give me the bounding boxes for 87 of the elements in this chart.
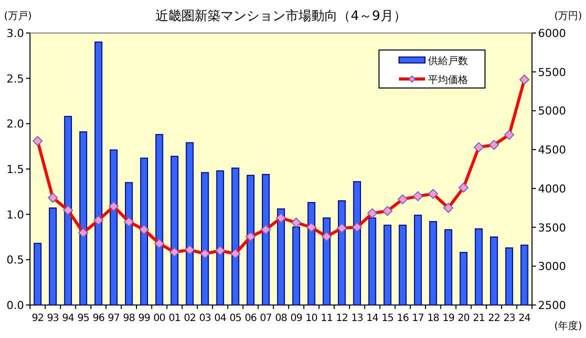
y2-tick-label: 2500 <box>538 299 566 312</box>
bar <box>48 207 57 306</box>
x-tick-label: 02 <box>184 313 196 324</box>
legend-label: 平均価格 <box>428 74 468 86</box>
x-tick-label: 97 <box>108 313 120 324</box>
x-tick-label: 22 <box>488 313 500 324</box>
xlabel: (年度) <box>554 321 582 332</box>
y-tick-label: 0.0 <box>6 299 24 312</box>
bar <box>94 42 102 306</box>
x-tick-label: 20 <box>458 313 470 324</box>
bar <box>110 149 118 306</box>
x-tick-label: 12 <box>336 313 348 324</box>
bar <box>353 181 361 306</box>
y2label: (万円) <box>554 11 582 22</box>
legend-label: 供給戸数 <box>428 55 468 67</box>
y2-tick-label: 3500 <box>538 221 566 234</box>
y2-tick-label: 4000 <box>538 182 566 196</box>
bar <box>368 217 376 306</box>
x-tick-label: 96 <box>92 313 104 324</box>
x-tick-label: 17 <box>412 313 424 324</box>
bar <box>262 174 270 306</box>
ylabel: (万戸) <box>4 11 32 22</box>
bar <box>277 208 285 306</box>
x-tick-label: 03 <box>199 313 211 324</box>
x-tick-label: 14 <box>366 313 378 324</box>
x-tick-label: 21 <box>472 313 485 324</box>
x-tick-label: 00 <box>153 313 166 324</box>
x-tick-label: 92 <box>32 313 44 324</box>
x-tick-label: 11 <box>320 313 333 324</box>
x-tick-label: 99 <box>138 313 150 324</box>
bar <box>474 228 483 306</box>
bar <box>155 134 164 306</box>
bar <box>444 229 452 306</box>
y-tick-label: 2.5 <box>6 72 24 86</box>
bar <box>398 224 407 306</box>
bar <box>231 168 240 306</box>
y-tick-label: 1.0 <box>6 208 24 222</box>
bar <box>520 244 528 306</box>
x-tick-label: 07 <box>260 313 272 324</box>
bar <box>216 170 224 306</box>
x-tick-label: 94 <box>62 313 74 324</box>
bar <box>384 224 392 306</box>
y2-tick-label: 5500 <box>538 66 566 79</box>
bar <box>505 247 514 306</box>
x-tick-label: 05 <box>229 313 242 324</box>
bar <box>201 172 209 306</box>
x-tick-label: 15 <box>382 313 394 324</box>
x-tick-label: 04 <box>214 313 226 324</box>
y2-tick-label: 6000 <box>538 27 566 40</box>
bar <box>414 214 422 306</box>
y-tick-label: 3.0 <box>6 27 24 40</box>
bar <box>292 226 300 306</box>
x-tick-label: 08 <box>275 313 287 324</box>
x-tick-label: 93 <box>46 313 59 324</box>
bar <box>140 158 148 306</box>
x-tick-label: 23 <box>503 313 516 324</box>
bar <box>124 182 133 306</box>
y-tick-label: 0.5 <box>6 254 24 267</box>
bar <box>322 217 331 306</box>
bar <box>186 142 194 306</box>
x-tick-label: 13 <box>351 313 364 324</box>
bar <box>308 202 316 306</box>
bar <box>490 236 498 306</box>
bar <box>79 131 88 306</box>
bar <box>170 156 178 306</box>
x-tick-label: 16 <box>396 313 409 324</box>
bar <box>64 116 72 306</box>
x-tick-label: 18 <box>427 313 440 324</box>
bar <box>429 221 438 306</box>
x-tick-label: 19 <box>442 313 454 324</box>
bar <box>460 252 468 306</box>
x-tick-label: 24 <box>518 313 530 324</box>
y-tick-label: 1.5 <box>6 163 24 176</box>
y2-tick-label: 3000 <box>538 260 566 274</box>
bar <box>338 200 346 306</box>
y-tick-label: 2.0 <box>6 118 24 131</box>
bar <box>34 242 42 306</box>
x-tick-label: 06 <box>244 313 257 324</box>
y2-tick-label: 5000 <box>538 104 566 118</box>
x-tick-label: 10 <box>306 313 318 324</box>
x-tick-label: 09 <box>290 313 302 324</box>
x-tick-label: 01 <box>168 313 181 324</box>
x-tick-label: 98 <box>123 313 135 324</box>
x-tick-label: 95 <box>77 313 90 324</box>
title: 近畿圏新築マンション市場動向（4～9月） <box>156 9 406 24</box>
bar <box>246 174 254 306</box>
y2-tick-label: 4500 <box>538 144 566 157</box>
